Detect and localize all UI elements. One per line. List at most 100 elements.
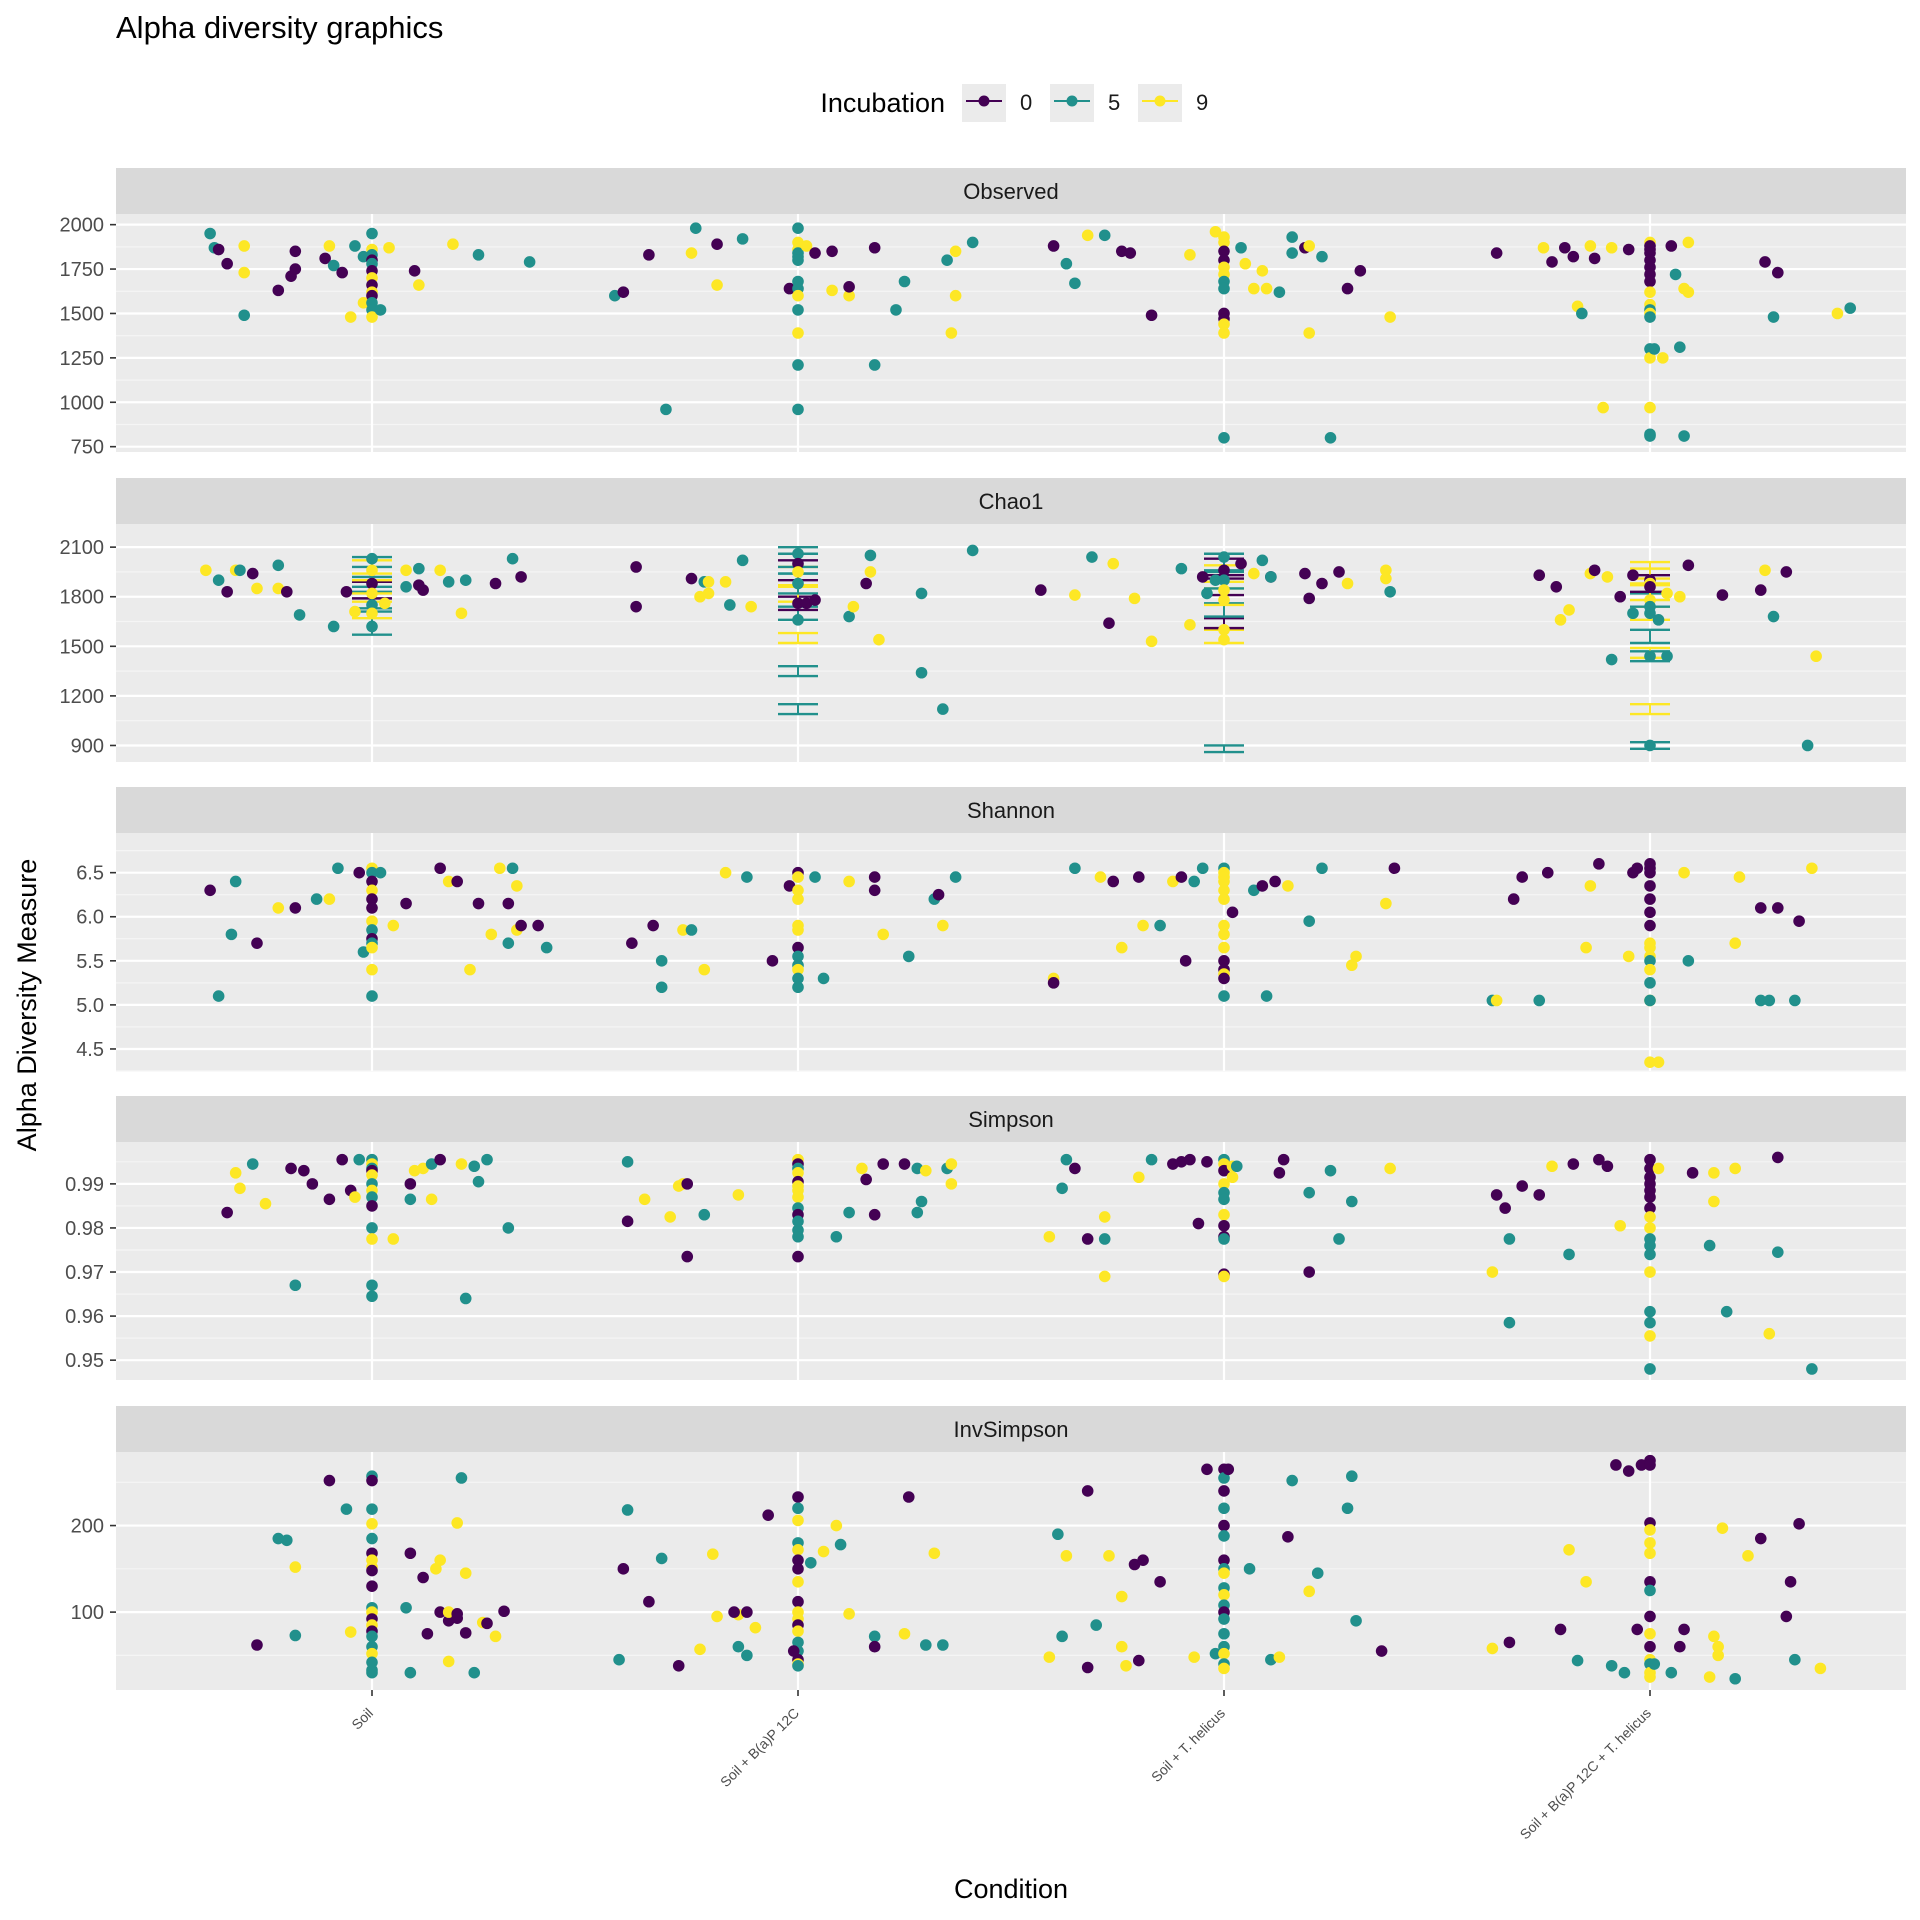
data-point xyxy=(655,981,668,994)
facet-label: Simpson xyxy=(968,1107,1054,1132)
data-point xyxy=(366,564,378,577)
data-point xyxy=(1218,574,1230,586)
data-point xyxy=(1563,1543,1575,1556)
data-point xyxy=(864,549,877,562)
data-point xyxy=(1712,1640,1724,1653)
data-point xyxy=(647,919,659,932)
data-point xyxy=(1644,1056,1656,1068)
data-point xyxy=(1674,590,1686,603)
data-point xyxy=(932,888,945,901)
data-point xyxy=(694,1643,706,1656)
data-point xyxy=(344,1626,357,1638)
data-point xyxy=(1145,309,1158,322)
data-point xyxy=(1772,266,1784,279)
data-point xyxy=(1286,247,1298,259)
data-point xyxy=(1218,1519,1230,1532)
data-point xyxy=(366,311,378,323)
data-point xyxy=(1644,430,1656,442)
data-point xyxy=(1516,1180,1528,1192)
data-point xyxy=(792,1576,804,1588)
data-point xyxy=(928,1547,941,1560)
legend-title: Incubation xyxy=(820,88,945,118)
data-point xyxy=(1644,1305,1656,1318)
data-point xyxy=(1115,1590,1128,1603)
data-point xyxy=(664,1211,676,1223)
data-point xyxy=(1282,1531,1294,1543)
data-point xyxy=(378,597,391,610)
data-point xyxy=(472,897,485,910)
data-point xyxy=(949,871,962,883)
x-tick-label: Soil + T. helicus xyxy=(1148,1705,1228,1785)
data-point xyxy=(366,963,378,976)
data-point xyxy=(1631,862,1644,875)
data-point xyxy=(272,284,285,297)
data-point xyxy=(400,897,412,910)
facet-strip xyxy=(116,1096,1906,1142)
data-point xyxy=(1226,1171,1239,1184)
data-point xyxy=(327,620,340,633)
data-point xyxy=(502,937,515,949)
data-point xyxy=(1754,584,1767,596)
error-bar xyxy=(778,631,818,645)
data-point xyxy=(289,245,302,258)
data-point xyxy=(1644,994,1656,1007)
data-point xyxy=(1375,1645,1388,1657)
data-point xyxy=(221,1206,233,1219)
data-point xyxy=(1303,915,1315,927)
data-point xyxy=(809,871,821,883)
data-point xyxy=(809,247,821,259)
data-point xyxy=(702,587,715,600)
data-point xyxy=(1235,557,1247,570)
data-point xyxy=(1627,569,1639,582)
data-point xyxy=(459,1627,472,1639)
data-point xyxy=(353,866,366,879)
data-point xyxy=(229,875,242,888)
data-point xyxy=(1303,240,1315,252)
data-point xyxy=(804,1556,817,1569)
data-point xyxy=(1060,257,1073,270)
data-point xyxy=(681,1178,694,1190)
data-point xyxy=(366,990,378,1002)
data-point xyxy=(1069,277,1081,290)
data-point xyxy=(1644,919,1656,932)
y-tick-label: 750 xyxy=(71,437,104,459)
data-point xyxy=(1218,1485,1230,1497)
data-point xyxy=(1218,327,1230,339)
data-point xyxy=(792,557,804,570)
data-point xyxy=(502,897,515,910)
data-point xyxy=(1644,880,1656,892)
data-point xyxy=(1644,607,1656,620)
data-point xyxy=(234,1182,246,1195)
legend-key-point xyxy=(1154,95,1166,107)
data-point xyxy=(1844,302,1857,314)
data-point xyxy=(1060,1550,1073,1562)
data-point xyxy=(1644,650,1656,663)
data-point xyxy=(681,1250,694,1263)
data-point xyxy=(1350,1614,1362,1627)
data-point xyxy=(1789,994,1801,1007)
data-point xyxy=(1094,871,1107,883)
data-point xyxy=(459,1292,472,1305)
data-point xyxy=(357,297,370,309)
data-point xyxy=(1350,950,1362,963)
data-point xyxy=(1218,551,1230,563)
data-point xyxy=(1742,1550,1754,1562)
data-point xyxy=(792,597,804,610)
data-point xyxy=(1133,1171,1145,1184)
data-point xyxy=(1341,282,1354,295)
data-point xyxy=(366,227,378,240)
data-point xyxy=(366,620,378,633)
data-point xyxy=(792,924,804,936)
data-point xyxy=(1537,241,1550,254)
data-point xyxy=(638,1193,651,1206)
data-point xyxy=(1669,268,1682,281)
data-point xyxy=(1069,1162,1081,1175)
data-point xyxy=(1269,875,1281,888)
data-point xyxy=(1644,1248,1656,1261)
data-point xyxy=(1644,963,1656,976)
data-point xyxy=(1098,1211,1111,1223)
data-point xyxy=(685,572,698,585)
data-point xyxy=(868,884,881,897)
data-point xyxy=(400,564,412,577)
data-point xyxy=(1120,1659,1132,1672)
